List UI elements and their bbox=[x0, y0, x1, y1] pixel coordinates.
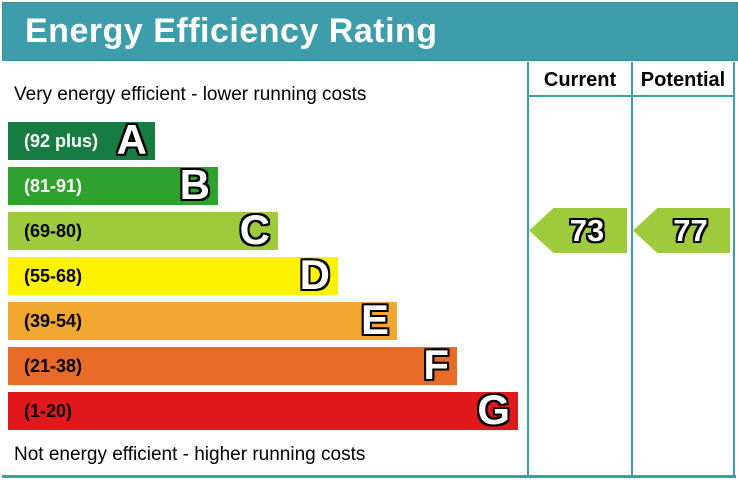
table-border-middle bbox=[631, 62, 633, 477]
potential-rating-value: 77 bbox=[673, 212, 708, 248]
title-bar: Energy Efficiency Rating bbox=[2, 2, 738, 61]
band-e: (39-54) E bbox=[8, 296, 397, 344]
potential-column-header: Potential bbox=[640, 69, 726, 91]
current-rating-arrow: 73 bbox=[529, 208, 627, 253]
band-f: (21-38) F bbox=[8, 341, 457, 389]
page-title: Energy Efficiency Rating bbox=[25, 12, 438, 50]
table-border-left bbox=[527, 62, 529, 477]
caption-very-efficient: Very energy efficient - lower running co… bbox=[14, 84, 367, 105]
table-header-underline bbox=[527, 95, 735, 97]
band-c: (69-80) C bbox=[8, 206, 278, 254]
band-a: (92 plus) A bbox=[8, 116, 155, 164]
caption-not-efficient: Not energy efficient - higher running co… bbox=[14, 444, 366, 465]
band-a-letter: A bbox=[116, 116, 147, 164]
band-b-letter: B bbox=[179, 161, 210, 209]
band-d: (55-68) D bbox=[8, 251, 338, 299]
band-b-range: (81-91) bbox=[24, 176, 83, 196]
band-d-letter: D bbox=[299, 251, 330, 299]
band-g: (1-20) G bbox=[8, 386, 518, 434]
band-c-range: (69-80) bbox=[24, 221, 83, 241]
band-f-letter: F bbox=[423, 341, 449, 389]
table-border-right bbox=[733, 62, 735, 477]
band-e-range: (39-54) bbox=[24, 311, 83, 331]
band-e-letter: E bbox=[360, 296, 389, 344]
chart-bottom-border bbox=[2, 475, 736, 478]
band-b: (81-91) B bbox=[8, 161, 218, 209]
band-c-letter: C bbox=[239, 206, 270, 254]
current-rating-value: 73 bbox=[569, 212, 605, 248]
band-d-range: (55-68) bbox=[24, 266, 83, 286]
band-f-range: (21-38) bbox=[24, 356, 83, 376]
potential-rating-arrow: 77 bbox=[633, 208, 730, 253]
band-a-range: (92 plus) bbox=[24, 131, 99, 151]
band-g-range: (1-20) bbox=[24, 401, 73, 421]
current-column-header: Current bbox=[543, 69, 617, 91]
band-g-letter: G bbox=[477, 386, 510, 434]
